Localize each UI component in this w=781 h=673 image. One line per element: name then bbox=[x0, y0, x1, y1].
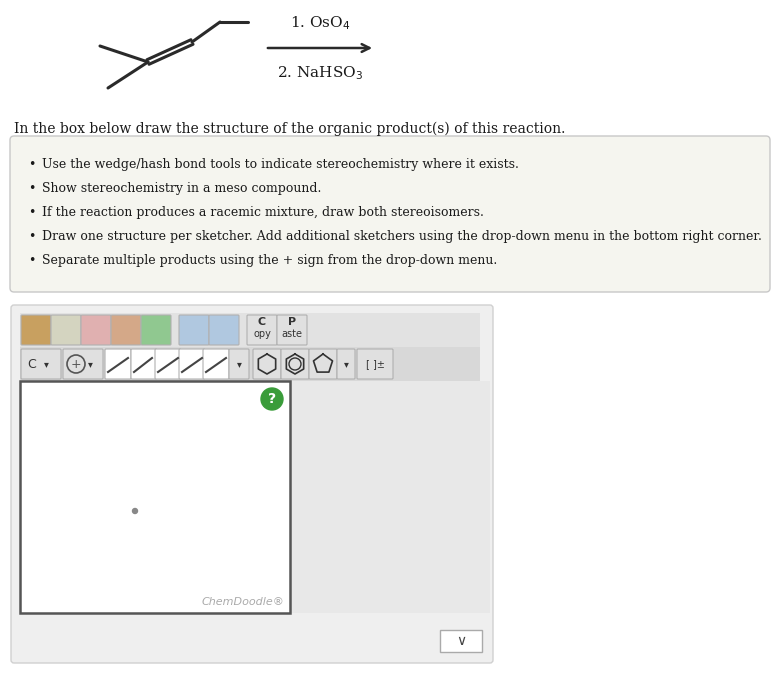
Text: If the reaction produces a racemic mixture, draw both stereoisomers.: If the reaction produces a racemic mixtu… bbox=[42, 206, 484, 219]
Text: •: • bbox=[28, 182, 36, 195]
Text: ∨: ∨ bbox=[456, 634, 466, 648]
Text: In the box below draw the structure of the organic product(s) of this reaction.: In the box below draw the structure of t… bbox=[14, 122, 565, 137]
FancyBboxPatch shape bbox=[141, 315, 171, 345]
Bar bbox=[20, 313, 480, 347]
FancyBboxPatch shape bbox=[131, 349, 157, 379]
Bar bbox=[20, 381, 290, 613]
Text: [ ]±: [ ]± bbox=[366, 359, 384, 369]
Text: •: • bbox=[28, 230, 36, 243]
FancyBboxPatch shape bbox=[357, 349, 393, 379]
Text: ?: ? bbox=[268, 392, 276, 406]
FancyBboxPatch shape bbox=[179, 349, 205, 379]
FancyBboxPatch shape bbox=[105, 349, 131, 379]
FancyBboxPatch shape bbox=[111, 315, 141, 345]
FancyBboxPatch shape bbox=[21, 315, 51, 345]
FancyBboxPatch shape bbox=[277, 315, 307, 345]
Circle shape bbox=[133, 509, 137, 513]
Text: ▾: ▾ bbox=[344, 359, 348, 369]
FancyBboxPatch shape bbox=[10, 136, 770, 292]
FancyBboxPatch shape bbox=[309, 349, 337, 379]
Text: Draw one structure per sketcher. Add additional sketchers using the drop-down me: Draw one structure per sketcher. Add add… bbox=[42, 230, 762, 243]
Circle shape bbox=[261, 388, 283, 410]
Text: 2. NaHSO$_3$: 2. NaHSO$_3$ bbox=[277, 64, 363, 81]
Text: •: • bbox=[28, 254, 36, 267]
Text: C: C bbox=[258, 317, 266, 327]
Bar bbox=[290, 381, 490, 613]
FancyBboxPatch shape bbox=[81, 315, 111, 345]
FancyBboxPatch shape bbox=[21, 349, 61, 379]
FancyBboxPatch shape bbox=[179, 315, 209, 345]
Text: Separate multiple products using the + sign from the drop-down menu.: Separate multiple products using the + s… bbox=[42, 254, 497, 267]
FancyBboxPatch shape bbox=[203, 349, 229, 379]
FancyBboxPatch shape bbox=[281, 349, 309, 379]
FancyBboxPatch shape bbox=[51, 315, 81, 345]
Text: ▾: ▾ bbox=[87, 359, 92, 369]
Text: aste: aste bbox=[281, 329, 302, 339]
FancyBboxPatch shape bbox=[209, 315, 239, 345]
Text: •: • bbox=[28, 158, 36, 171]
Bar bbox=[440, 630, 482, 652]
Text: C: C bbox=[27, 357, 37, 371]
FancyBboxPatch shape bbox=[337, 349, 355, 379]
FancyBboxPatch shape bbox=[247, 315, 277, 345]
FancyBboxPatch shape bbox=[63, 349, 103, 379]
Text: ▾: ▾ bbox=[237, 359, 241, 369]
FancyBboxPatch shape bbox=[11, 305, 493, 663]
FancyBboxPatch shape bbox=[155, 349, 181, 379]
Text: Use the wedge/hash bond tools to indicate stereochemistry where it exists.: Use the wedge/hash bond tools to indicat… bbox=[42, 158, 519, 171]
FancyBboxPatch shape bbox=[229, 349, 249, 379]
Text: P: P bbox=[288, 317, 296, 327]
Text: Show stereochemistry in a meso compound.: Show stereochemistry in a meso compound. bbox=[42, 182, 321, 195]
Text: ▾: ▾ bbox=[44, 359, 48, 369]
FancyBboxPatch shape bbox=[253, 349, 281, 379]
Text: opy: opy bbox=[253, 329, 271, 339]
Text: ChemDoodle®: ChemDoodle® bbox=[201, 597, 284, 607]
Bar bbox=[20, 347, 480, 381]
Text: 1. OsO$_4$: 1. OsO$_4$ bbox=[290, 14, 350, 32]
Text: •: • bbox=[28, 206, 36, 219]
Text: +: + bbox=[71, 357, 81, 371]
